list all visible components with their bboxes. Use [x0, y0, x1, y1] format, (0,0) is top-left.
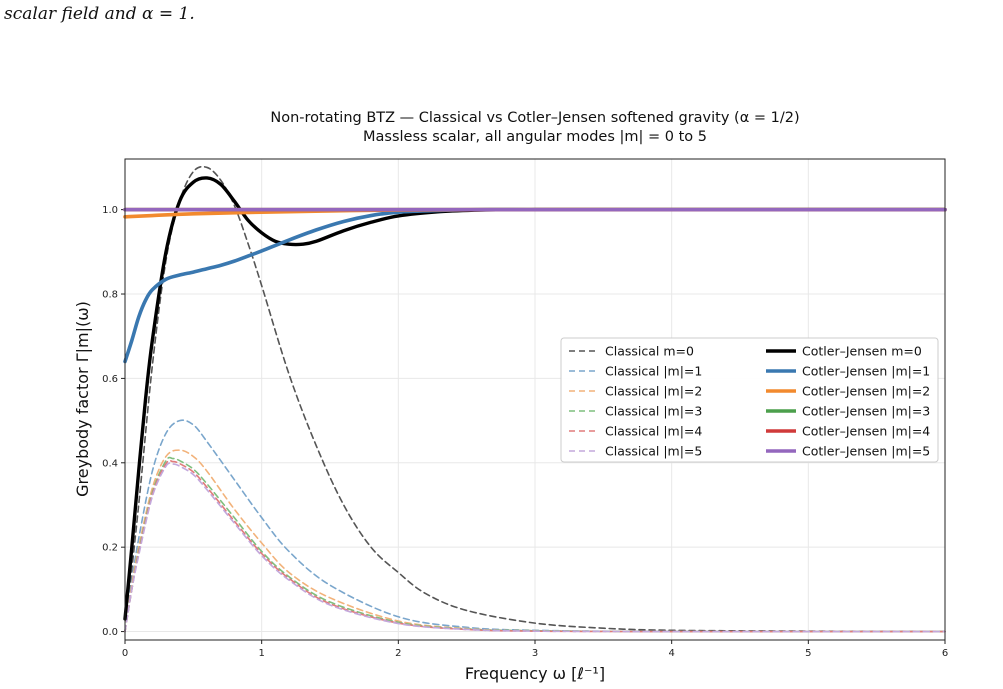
figure-caption: scalar field and α = 1.	[4, 4, 195, 24]
x-tick-label: 1	[258, 648, 264, 659]
legend-label: Cotler–Jensen |m|=1	[802, 364, 930, 379]
legend-label: Classical |m|=3	[605, 404, 702, 419]
y-axis-ticks: 0.0 0.2 0.4 0.6 0.8 1.0	[102, 205, 125, 638]
legend-label: Classical |m|=5	[605, 444, 702, 459]
x-tick-label: 2	[395, 648, 401, 659]
chart-title: Non-rotating BTZ — Classical vs Cotler–J…	[270, 110, 799, 145]
x-axis-ticks: 0 1 2 3 4 5 6	[122, 640, 948, 659]
legend-label: Classical |m|=4	[605, 424, 702, 439]
x-tick-label: 0	[122, 648, 128, 659]
legend-label: Cotler–Jensen |m|=2	[802, 384, 930, 399]
legend-label: Classical m=0	[605, 344, 694, 359]
y-axis-label: Greybody factor Γ|m|(ω)	[73, 301, 92, 497]
chart-title-line-1: Non-rotating BTZ — Classical vs Cotler–J…	[270, 110, 799, 126]
legend-label: Classical |m|=2	[605, 384, 702, 399]
series-line-10	[124, 462, 946, 633]
x-axis-label: Frequency ω [ℓ⁻¹]	[465, 664, 605, 683]
plot-frame	[124, 158, 946, 641]
y-tick-label: 0.4	[102, 458, 118, 469]
y-tick-label: 0.0	[102, 627, 118, 638]
legend-label: Cotler–Jensen |m|=3	[802, 404, 930, 419]
y-tick-label: 1.0	[102, 205, 118, 216]
legend-box	[560, 337, 939, 463]
legend: Classical m=0 Cotler–Jensen m=0 Classical …	[560, 337, 939, 463]
x-tick-label: 3	[532, 648, 538, 659]
y-tick-label: 0.2	[102, 543, 118, 554]
legend-label: Classical |m|=1	[605, 364, 702, 379]
x-tick-label: 5	[805, 648, 811, 659]
series-layer	[123, 165, 947, 633]
legend-label: Cotler–Jensen |m|=5	[802, 444, 930, 459]
x-tick-label: 6	[942, 648, 948, 659]
legend-label: Cotler–Jensen m=0	[802, 344, 922, 359]
y-tick-label: 0.6	[102, 374, 118, 385]
x-tick-label: 4	[668, 648, 674, 659]
legend-label: Cotler–Jensen |m|=4	[802, 424, 930, 439]
y-tick-label: 0.8	[102, 290, 118, 301]
chart-title-line-2: Massless scalar, all angular modes |m| =…	[363, 129, 707, 145]
